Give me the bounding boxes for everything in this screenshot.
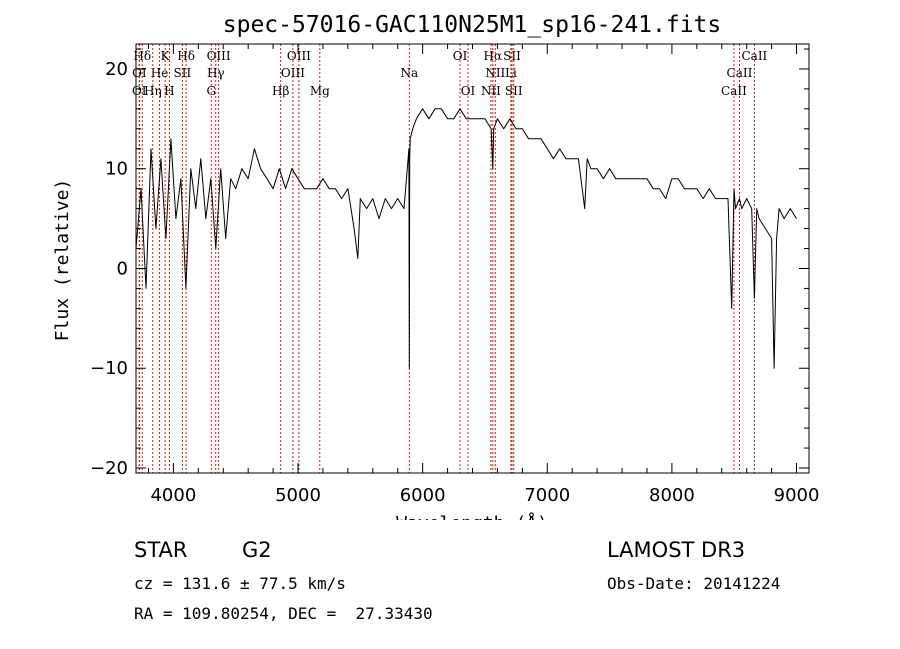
spectral-line-label: SII	[174, 66, 192, 80]
spectral-line-label: Hη	[144, 84, 162, 98]
survey-name: LAMOST DR3	[607, 538, 746, 562]
spectral-line-label: SII	[503, 49, 521, 63]
spectral-line-label: Mg	[310, 84, 330, 98]
spectral-line-label: OIII	[287, 49, 311, 63]
spectral-line-label: K	[161, 49, 171, 63]
x-tick-label: 8000	[649, 485, 695, 506]
spectral-line-label: CaII	[721, 84, 747, 98]
spectral-line-label: Hδ	[133, 49, 151, 63]
spectral-line-label: Hβ	[272, 84, 289, 98]
x-tick-label: 5000	[275, 485, 321, 506]
spectral-line-label: NII	[481, 84, 501, 98]
spectral-line-label: Hα	[484, 49, 503, 63]
spectral-line-label: He	[151, 66, 169, 80]
redshift-velocity: cz = 131.6 ± 77.5 km/s	[134, 574, 346, 593]
spectral-line-label: Hδ	[177, 49, 195, 63]
coordinates: RA = 109.80254, DEC = 27.33430	[134, 604, 433, 623]
spectral-line-label: Hγ	[207, 66, 225, 80]
x-axis: 4000 5000 6000 7000 8000 9000	[147, 44, 820, 506]
spectral-line-label: H	[164, 84, 174, 98]
spectrum-chart: spec-57016-GAC110N25M1_sp16-241.fits Hδ K…	[52, 12, 820, 520]
spectral-line-label: SII	[505, 84, 523, 98]
spectral-line-label: OI	[453, 49, 468, 63]
y-tick-label: 10	[105, 159, 128, 180]
spectral-line-label: CaII	[741, 49, 767, 63]
observation-date: Obs-Date: 20141224	[607, 574, 781, 593]
flux-line	[135, 108, 797, 369]
y-axis: −20 −10 0 10 20	[90, 48, 809, 479]
spectral-line-label: G	[206, 84, 216, 98]
spectral-line-label: OIII	[281, 66, 305, 80]
y-tick-label: −10	[90, 358, 128, 379]
spectral-line-label: OI	[461, 84, 476, 98]
spectral-line-label: Na	[400, 66, 418, 80]
object-subclass: G2	[242, 538, 272, 562]
x-tick-label: 7000	[524, 485, 570, 506]
y-tick-label: 0	[117, 258, 128, 279]
flux-series	[135, 108, 797, 369]
spectral-line-label: OIII	[207, 49, 231, 63]
x-tick-label: 4000	[150, 485, 196, 506]
chart-title: spec-57016-GAC110N25M1_sp16-241.fits	[223, 12, 722, 38]
plot-frame	[135, 43, 810, 474]
y-tick-label: 20	[105, 59, 128, 80]
x-axis-label: Wavelength (Å)	[396, 512, 548, 520]
spectral-line-label: NII	[485, 66, 505, 80]
object-class: STAR	[134, 538, 188, 562]
spectral-line-label: CaII	[727, 66, 753, 80]
y-axis-label: Flux (relative)	[52, 179, 73, 342]
spectral-line-label: Li	[505, 66, 517, 80]
x-tick-label: 6000	[400, 485, 446, 506]
y-tick-label: −20	[90, 458, 128, 479]
x-tick-label: 9000	[774, 485, 820, 506]
